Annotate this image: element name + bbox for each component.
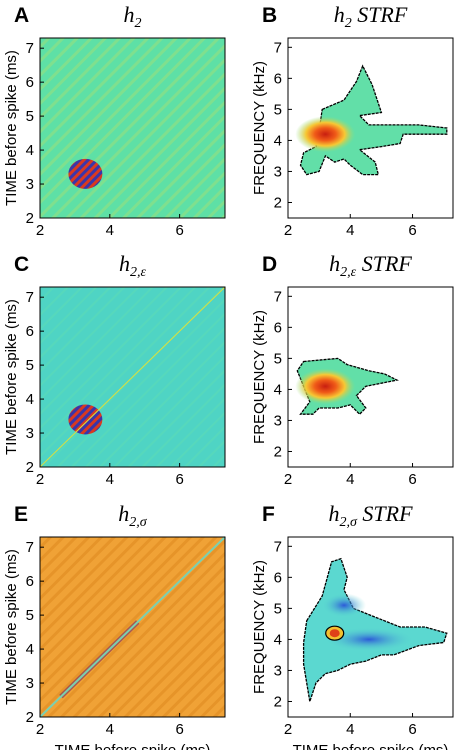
- x-tick-label: 2: [36, 222, 44, 239]
- x-tick-label: 2: [284, 471, 292, 488]
- y-axis-label: TIME before spike (ms): [3, 549, 20, 705]
- y-tick-label: 4: [26, 391, 34, 408]
- strf-cold-region: [323, 627, 414, 652]
- y-tick-label: 3: [274, 662, 282, 679]
- x-tick-label: 4: [106, 471, 114, 488]
- panel-title: h2,ε: [119, 251, 147, 280]
- panel-letter: A: [14, 4, 29, 27]
- kernel-blob: [68, 404, 103, 435]
- axes-frame: [39, 536, 226, 718]
- panel-letter: D: [262, 253, 277, 276]
- y-tick-label: 2: [26, 210, 34, 227]
- heatmap-background: [40, 38, 225, 218]
- x-tick-label: 2: [36, 471, 44, 488]
- y-tick-label: 7: [274, 39, 282, 56]
- panel-letter: B: [262, 4, 277, 27]
- y-tick-label: 7: [26, 289, 34, 306]
- x-tick-label: 4: [106, 222, 114, 239]
- x-tick-label: 6: [408, 721, 416, 738]
- panel-B: 2 4 6 2 3 4 5 6 7 B h2 STRF FREQUENCY (kHz): [251, 2, 454, 239]
- x-axis-label: TIME before spike (ms): [55, 742, 211, 750]
- strf-cold-region: [322, 593, 367, 618]
- panel-title: h2: [124, 2, 142, 31]
- axes-frame: [287, 37, 454, 219]
- y-tick-label: 3: [26, 176, 34, 193]
- y-tick-label: 4: [26, 142, 34, 159]
- x-tick-label: 4: [346, 471, 354, 488]
- y-tick-label: 4: [26, 641, 34, 658]
- diagonal-line: [39, 536, 226, 718]
- panel-F: 2 4 6 2 3 4 5 6 7 Fh2,σ STRF FREQUENCY (kHz) TIME b…: [251, 501, 454, 750]
- strf-hotspot: [295, 116, 356, 153]
- x-tick-label: 4: [106, 721, 114, 738]
- y-axis-label: FREQUENCY (kHz): [251, 560, 268, 694]
- y-axis-label: FREQUENCY (kHz): [251, 310, 268, 444]
- y-tick-label: 6: [274, 319, 282, 336]
- y-tick-label: 6: [26, 573, 34, 590]
- y-tick-label: 5: [26, 607, 34, 624]
- y-tick-label: 2: [274, 194, 282, 211]
- strf-hotspot: [295, 368, 356, 405]
- y-tick-label: 3: [274, 163, 282, 180]
- y-axis-label: TIME before spike (ms): [3, 50, 20, 206]
- y-tick-label: 4: [274, 381, 282, 398]
- x-tick-label: 6: [408, 222, 416, 239]
- panel-D: 2 4 6 2 3 4 5 6 7 D h2,ε STRF FREQUENCY (kHz): [251, 251, 454, 488]
- panel-E: 2 4 6 2 3 4 5 6 7 Eh2,σ TIME before spike (ms) TIME…: [3, 501, 226, 750]
- y-tick-label: 6: [274, 569, 282, 586]
- y-tick-label: 7: [274, 288, 282, 305]
- axes-frame: [287, 536, 454, 718]
- y-tick-label: 3: [274, 412, 282, 429]
- y-tick-label: 7: [274, 538, 282, 555]
- panel-title: h2 STRF: [334, 2, 408, 31]
- x-tick-label: 4: [346, 721, 354, 738]
- x-tick-label: 6: [175, 222, 183, 239]
- panel-letter: C: [14, 253, 29, 276]
- y-tick-label: 5: [274, 600, 282, 617]
- y-tick-label: 3: [26, 675, 34, 692]
- x-tick-label: 6: [408, 471, 416, 488]
- panel-title: h2,σ STRF: [328, 501, 413, 530]
- panel-C: 2 4 6 2 3 4 5 6 7 C h2,ε TIME before spike (ms): [3, 251, 226, 488]
- y-axis-label: FREQUENCY (kHz): [251, 61, 268, 195]
- y-tick-label: 2: [26, 709, 34, 726]
- x-tick-label: 4: [346, 222, 354, 239]
- axes-frame: [39, 37, 226, 219]
- kernel-blob: [68, 158, 103, 189]
- y-tick-label: 2: [274, 693, 282, 710]
- y-tick-label: 7: [26, 40, 34, 57]
- y-tick-label: 5: [26, 108, 34, 125]
- axes-frame: [39, 286, 226, 468]
- x-tick-label: 2: [284, 721, 292, 738]
- panel-title: h2,ε STRF: [329, 251, 412, 280]
- panel-A: 2 4 6 2 3 4 5 6 7 A h2 TIME before spike (ms): [3, 2, 226, 239]
- y-tick-label: 4: [274, 132, 282, 149]
- x-tick-label: 2: [284, 222, 292, 239]
- x-tick-label: 6: [175, 471, 183, 488]
- y-tick-label: 5: [274, 350, 282, 367]
- y-tick-label: 4: [274, 631, 282, 648]
- y-tick-label: 2: [26, 459, 34, 476]
- y-tick-label: 2: [274, 443, 282, 460]
- x-axis-label: TIME before spike (ms): [293, 742, 449, 750]
- y-axis-label: TIME before spike (ms): [3, 299, 20, 455]
- y-tick-label: 3: [26, 425, 34, 442]
- panel-letter: E: [14, 503, 28, 526]
- y-tick-label: 6: [274, 70, 282, 87]
- y-tick-label: 6: [26, 74, 34, 91]
- x-tick-label: 6: [175, 721, 183, 738]
- panel-title: h2,σ: [118, 501, 148, 530]
- y-tick-label: 5: [26, 357, 34, 374]
- y-tick-label: 5: [274, 101, 282, 118]
- y-tick-label: 7: [26, 539, 34, 556]
- diagonal-line: [39, 286, 226, 468]
- strf-hotspot-core: [329, 629, 340, 638]
- x-tick-label: 2: [36, 721, 44, 738]
- y-tick-label: 6: [26, 323, 34, 340]
- panel-letter: F: [262, 503, 275, 526]
- axes-frame: [287, 286, 454, 468]
